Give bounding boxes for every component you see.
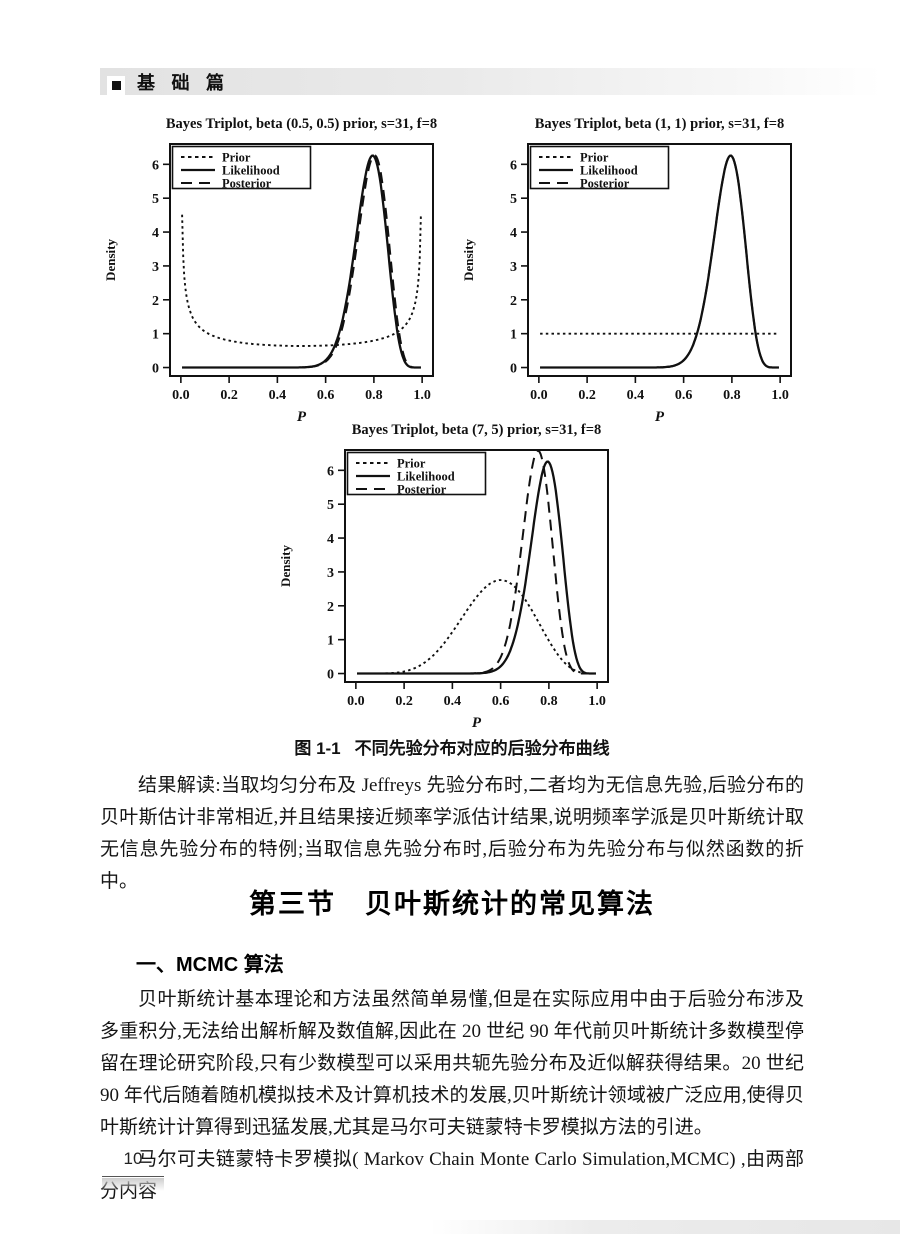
paragraph-result-interpretation: 结果解读:当取均匀分布及 Jeffreys 先验分布时,二者均为无信息先验,后验… <box>100 775 804 892</box>
svg-text:Density: Density <box>103 239 118 281</box>
svg-text:Likelihood: Likelihood <box>397 470 455 484</box>
triplot-svg: Bayes Triplot, beta (7, 5) prior, s=31, … <box>278 422 609 731</box>
svg-text:3: 3 <box>510 260 517 275</box>
svg-text:0: 0 <box>510 362 517 377</box>
svg-text:0.6: 0.6 <box>492 694 510 709</box>
svg-text:Prior: Prior <box>580 151 609 165</box>
section-heading: 第三节 贝叶斯统计的常见算法 <box>249 889 655 919</box>
figure-caption: 图 1-1 不同先验分布对应的后验分布曲线 <box>100 734 804 759</box>
svg-text:1: 1 <box>510 328 517 343</box>
svg-text:2: 2 <box>510 294 517 309</box>
svg-text:3: 3 <box>327 566 334 581</box>
header-marker <box>107 75 125 96</box>
svg-text:1: 1 <box>327 634 334 649</box>
svg-text:0.0: 0.0 <box>347 694 365 709</box>
page-number: 10 <box>123 1149 143 1168</box>
svg-text:P: P <box>655 409 665 425</box>
svg-text:P: P <box>297 409 307 425</box>
paragraph-mcmc-definition: 马尔可夫链蒙特卡罗模拟( Markov Chain Monte Carlo Si… <box>100 1149 804 1202</box>
svg-text:5: 5 <box>327 498 334 513</box>
svg-text:Prior: Prior <box>222 151 251 165</box>
svg-text:5: 5 <box>152 192 159 207</box>
svg-text:0.8: 0.8 <box>365 388 383 403</box>
subsection-heading-mcmc: 一、MCMC 算法 <box>136 954 284 976</box>
svg-text:Prior: Prior <box>397 457 426 471</box>
svg-text:Bayes Triplot, beta (0.5, 0.5): Bayes Triplot, beta (0.5, 0.5) prior, s=… <box>166 116 437 132</box>
svg-text:0.2: 0.2 <box>220 388 238 403</box>
svg-text:0.4: 0.4 <box>444 694 462 709</box>
svg-text:0.8: 0.8 <box>540 694 558 709</box>
svg-text:1.0: 1.0 <box>771 388 789 403</box>
svg-text:P: P <box>472 715 482 731</box>
scan-edge-artifact <box>430 1220 900 1234</box>
svg-text:0.4: 0.4 <box>627 388 645 403</box>
svg-text:0.2: 0.2 <box>578 388 596 403</box>
svg-text:3: 3 <box>152 260 159 275</box>
bayes-triplot-chart-uniform-prior: Bayes Triplot, beta (1, 1) prior, s=31, … <box>458 112 820 426</box>
svg-text:1.0: 1.0 <box>588 694 606 709</box>
svg-text:0.4: 0.4 <box>269 388 287 403</box>
svg-text:Likelihood: Likelihood <box>222 164 280 178</box>
svg-text:5: 5 <box>510 192 517 207</box>
svg-text:Density: Density <box>461 239 476 281</box>
square-bullet-icon <box>111 81 121 90</box>
svg-text:0.6: 0.6 <box>317 388 335 403</box>
svg-text:Posterior: Posterior <box>222 177 272 191</box>
figure-caption-text: 不同先验分布对应的后验分布曲线 <box>354 739 610 758</box>
svg-text:0.8: 0.8 <box>723 388 741 403</box>
svg-text:4: 4 <box>152 226 159 241</box>
page-number-shade <box>102 1178 164 1191</box>
svg-text:1.0: 1.0 <box>413 388 431 403</box>
svg-text:Likelihood: Likelihood <box>580 164 638 178</box>
svg-text:Density: Density <box>278 545 293 587</box>
svg-text:6: 6 <box>327 464 334 479</box>
svg-text:2: 2 <box>152 294 159 309</box>
paragraph-mcmc-intro: 贝叶斯统计基本理论和方法虽然简单易懂,但是在实际应用中由于后验分布涉及多重积分,… <box>100 989 804 1138</box>
triplot-svg: Bayes Triplot, beta (0.5, 0.5) prior, s=… <box>103 116 437 425</box>
svg-text:Bayes Triplot, beta (1, 1) pri: Bayes Triplot, beta (1, 1) prior, s=31, … <box>535 116 784 132</box>
svg-text:4: 4 <box>327 532 334 547</box>
svg-text:0: 0 <box>327 668 334 683</box>
svg-text:0.0: 0.0 <box>172 388 190 403</box>
header-title: 基 础 篇 <box>137 72 230 93</box>
svg-text:0.2: 0.2 <box>395 694 413 709</box>
svg-text:Bayes Triplot, beta (7, 5) pri: Bayes Triplot, beta (7, 5) prior, s=31, … <box>352 422 601 438</box>
triplot-svg: Bayes Triplot, beta (1, 1) prior, s=31, … <box>461 116 792 425</box>
svg-text:0.6: 0.6 <box>675 388 693 403</box>
body-text-block: 贝叶斯统计基本理论和方法虽然简单易懂,但是在实际应用中由于后验分布涉及多重积分,… <box>100 984 804 1208</box>
svg-text:0.0: 0.0 <box>530 388 548 403</box>
bayes-triplot-chart-informative-prior: Bayes Triplot, beta (7, 5) prior, s=31, … <box>275 418 637 732</box>
svg-text:2: 2 <box>327 600 334 615</box>
page-number-rule <box>102 1176 164 1177</box>
svg-text:1: 1 <box>152 328 159 343</box>
svg-text:6: 6 <box>152 158 159 173</box>
page-header: 基 础 篇 <box>100 68 882 96</box>
svg-text:Posterior: Posterior <box>580 177 630 191</box>
figure-label: 图 1-1 <box>294 739 341 758</box>
svg-text:6: 6 <box>510 158 517 173</box>
bayes-triplot-chart-jeffreys-prior: Bayes Triplot, beta (0.5, 0.5) prior, s=… <box>100 112 462 426</box>
svg-text:4: 4 <box>510 226 517 241</box>
svg-text:Posterior: Posterior <box>397 483 447 497</box>
svg-text:0: 0 <box>152 362 159 377</box>
